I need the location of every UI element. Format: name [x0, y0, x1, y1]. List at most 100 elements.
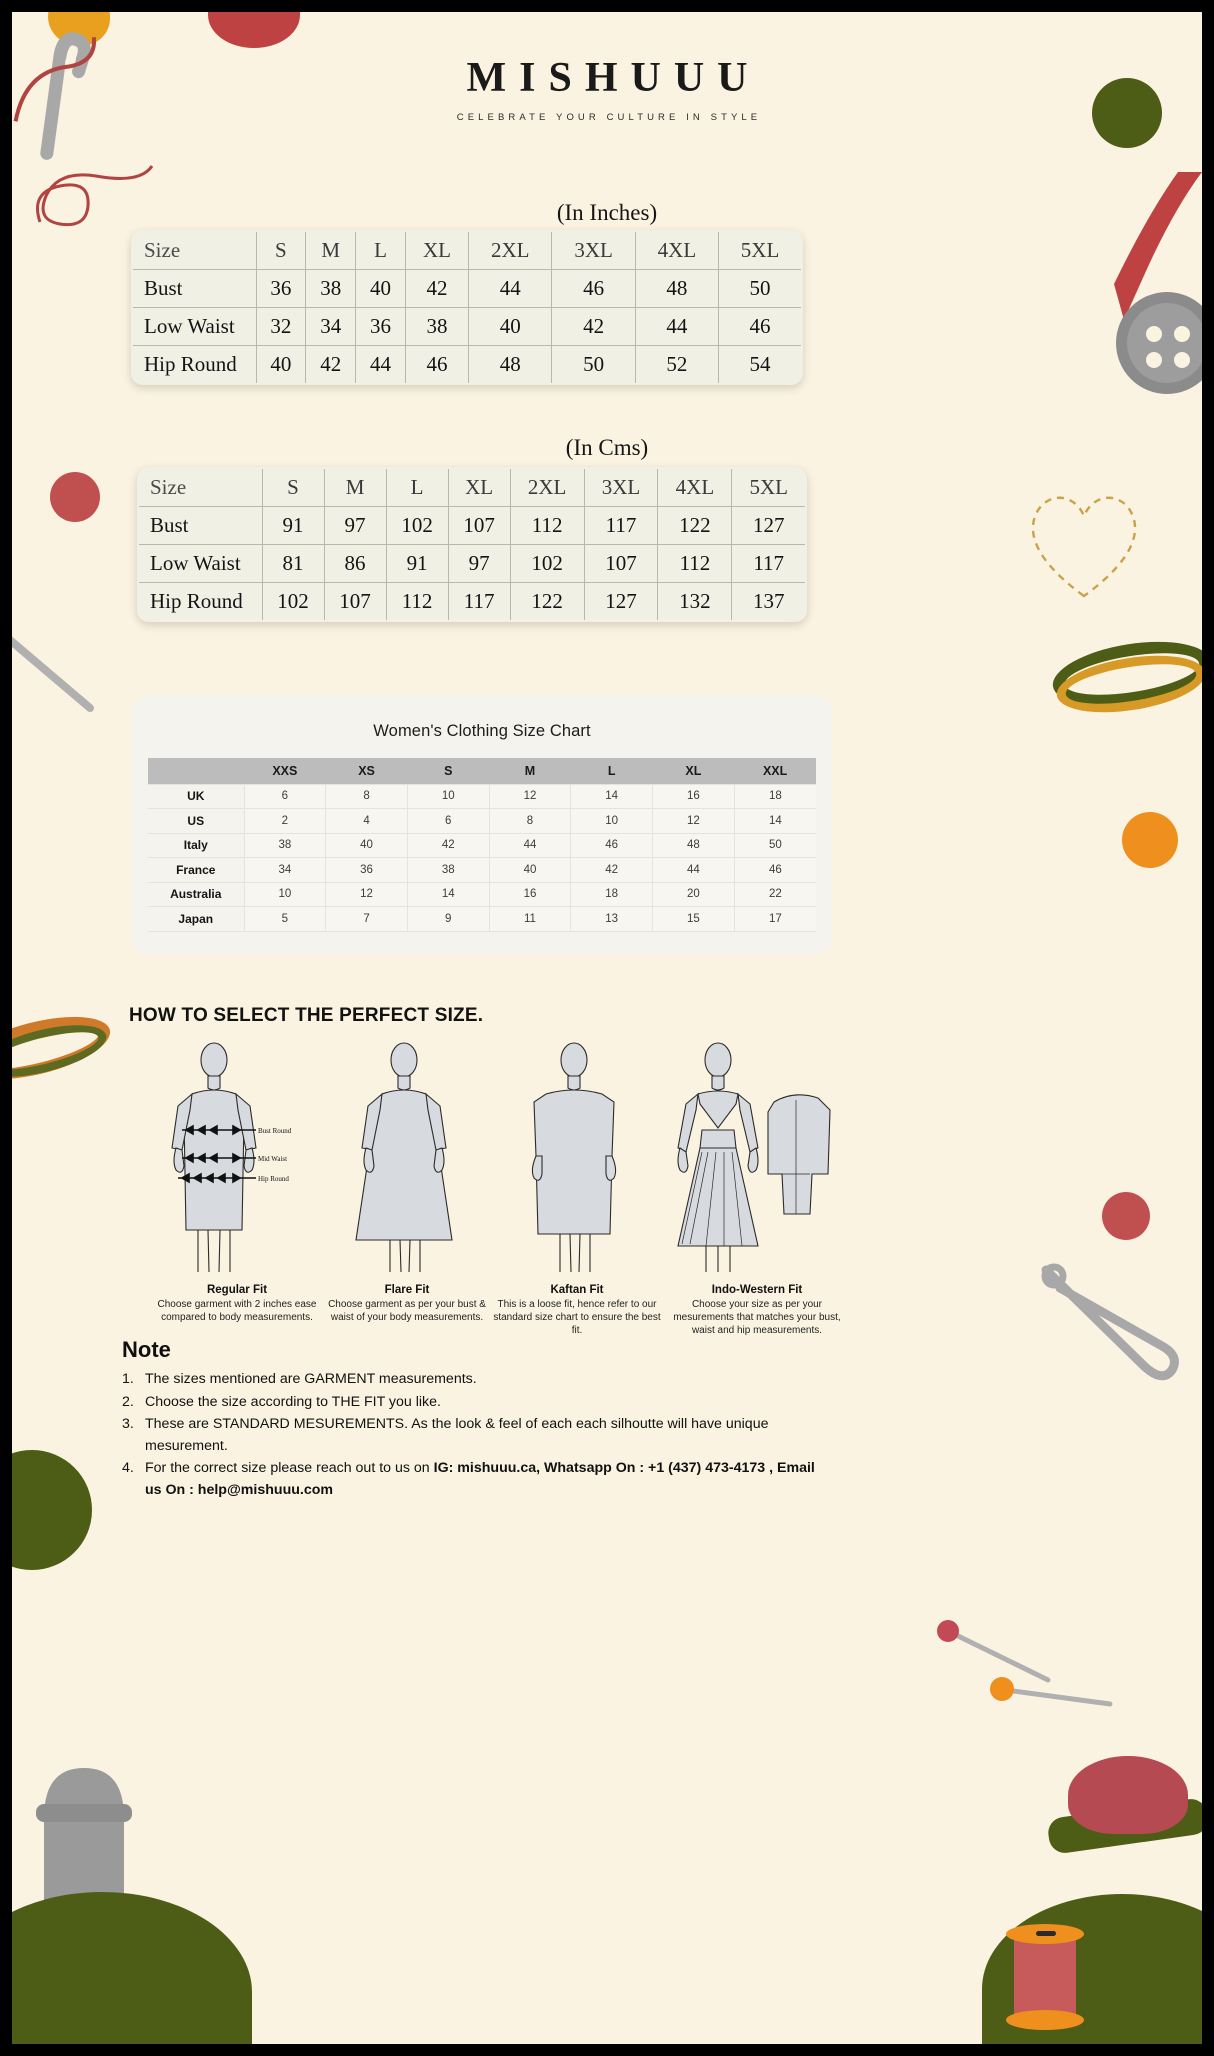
- cell: 8: [325, 783, 408, 809]
- cell: 44: [634, 307, 720, 346]
- col-header: XS: [325, 758, 408, 784]
- cell: 46: [718, 307, 801, 346]
- row-label: Hip Round: [139, 582, 263, 620]
- brand-logo: MISHUUU CELEBRATE YOUR CULTURE IN STYLE: [12, 54, 1202, 123]
- cms-table-title: (In Cms): [565, 435, 649, 460]
- cell: 7: [325, 906, 408, 932]
- brand-name: MISHUUU: [466, 55, 761, 101]
- pincushion-decor: [1068, 1756, 1188, 1834]
- cell: 38: [406, 857, 490, 883]
- row-label: Japan: [148, 906, 245, 932]
- table-row: Japan 5 7 9 11 13 15 17: [148, 906, 816, 932]
- table-row: Australia 10 12 14 16 18 20 22: [148, 881, 816, 907]
- cell: 102: [261, 582, 325, 620]
- cell: 18: [570, 881, 654, 907]
- cell: 12: [488, 783, 572, 809]
- col-header: 2XL: [509, 469, 585, 507]
- cell: 34: [305, 307, 357, 346]
- cell: 127: [583, 582, 659, 620]
- fit-description: Choose garment as per your bust & waist …: [328, 1299, 486, 1324]
- note-title: Note: [122, 1337, 171, 1362]
- cell: 10: [243, 881, 327, 907]
- cell: 46: [404, 345, 470, 383]
- orange-dot-decor: [1122, 812, 1178, 868]
- contact-details: IG: mishuuu.ca, Whatsapp On : +1 (437) 4…: [145, 1460, 815, 1498]
- red-dot-decor-right: [1102, 1192, 1150, 1240]
- cell: 132: [657, 582, 733, 620]
- cell: 48: [634, 269, 720, 308]
- cell: 14: [733, 808, 816, 834]
- table-header-row: Size S M L XL 2XL 3XL 4XL 5XL: [133, 232, 801, 270]
- note-text: These are STANDARD MESUREMENTS. As the l…: [145, 1416, 769, 1454]
- cell: 107: [447, 506, 511, 545]
- row-label: Australia: [148, 881, 245, 907]
- table-row: UK 6 8 10 12 14 16 18: [148, 783, 816, 809]
- cell: 14: [406, 881, 490, 907]
- cell: 42: [404, 269, 470, 308]
- cell: 12: [325, 881, 408, 907]
- note-number: 4.: [122, 1460, 134, 1477]
- cell: 15: [652, 906, 735, 932]
- cell: 40: [255, 345, 307, 383]
- green-strip-decor: [1046, 1797, 1202, 1855]
- callout-bust-round: Bust Round: [258, 1127, 292, 1135]
- red-ribbon-decor: [1052, 172, 1202, 352]
- col-header: 5XL: [718, 232, 801, 270]
- row-label: US: [148, 808, 245, 834]
- col-header: XXS: [244, 758, 326, 784]
- cell: 50: [718, 269, 801, 308]
- cell: 32: [255, 307, 307, 346]
- col-header: S: [261, 469, 325, 507]
- col-header: 2XL: [468, 232, 553, 270]
- dashed-heart-decor: [1020, 474, 1150, 604]
- fit-name: Flare Fit: [384, 1284, 430, 1296]
- cell: 36: [355, 307, 406, 346]
- cell: 48: [652, 832, 735, 858]
- cell: 12: [652, 808, 735, 834]
- col-header: 4XL: [634, 232, 720, 270]
- cell: 40: [355, 269, 406, 308]
- col-header: XXL: [734, 758, 816, 784]
- fit-figures: Bust Round Mid Waist Hip Round Regular F…: [152, 1040, 852, 1338]
- callout-hip-round: Hip Round: [258, 1175, 289, 1183]
- cell: 6: [406, 808, 490, 834]
- cms-size-table: Size S M L XL 2XL 3XL 4XL 5XL Bust 91 97: [137, 467, 807, 622]
- note-list: 1. The sizes mentioned are GARMENT measu…: [122, 1369, 822, 1501]
- col-header: L: [385, 469, 449, 507]
- indo-western-fit-illustration: [662, 1040, 852, 1276]
- fit-card-regular: Bust Round Mid Waist Hip Round Regular F…: [152, 1040, 322, 1338]
- brand-tagline: CELEBRATE YOUR CULTURE IN STYLE: [456, 112, 762, 123]
- cell: 38: [404, 307, 470, 346]
- green-mound-right-decor: [982, 1894, 1202, 2044]
- col-header: 3XL: [551, 232, 636, 270]
- cell: 16: [652, 783, 735, 809]
- col-header: [148, 758, 244, 784]
- table-row: Hip Round 102 107 112 117 122 127 132 13…: [139, 582, 805, 620]
- note-text: The sizes mentioned are GARMENT measurem…: [145, 1371, 477, 1387]
- fit-description: This is a loose fit, hence refer to our …: [493, 1299, 661, 1337]
- table-row: Bust 36 38 40 42 44 46 48 50: [133, 269, 801, 308]
- red-blob-decor: [208, 12, 300, 48]
- howto-section-title: HOW TO SELECT THE PERFECT SIZE.: [129, 1005, 484, 1026]
- cell: 16: [488, 881, 572, 907]
- row-label: Bust: [133, 269, 257, 308]
- cell: 11: [488, 906, 572, 932]
- cell: 44: [488, 832, 572, 858]
- button-icon: [1116, 292, 1202, 394]
- col-header: 5XL: [731, 469, 805, 507]
- cell: 44: [652, 857, 735, 883]
- table-row: Hip Round 40 42 44 46 48 50 52 54: [133, 345, 801, 383]
- note-item: 3. These are STANDARD MESUREMENTS. As th…: [122, 1414, 822, 1457]
- cell: 46: [733, 857, 816, 883]
- flare-fit-illustration: [322, 1040, 492, 1276]
- cell: 14: [570, 783, 654, 809]
- red-dot-decor: [50, 472, 100, 522]
- safety-pin-icon: [1038, 1252, 1188, 1402]
- cell: 46: [570, 832, 654, 858]
- fit-name: Indo-Western Fit: [711, 1284, 803, 1296]
- cell: 36: [325, 857, 408, 883]
- cell: 107: [323, 582, 387, 620]
- cell: 117: [583, 506, 659, 545]
- cell: 44: [355, 345, 406, 383]
